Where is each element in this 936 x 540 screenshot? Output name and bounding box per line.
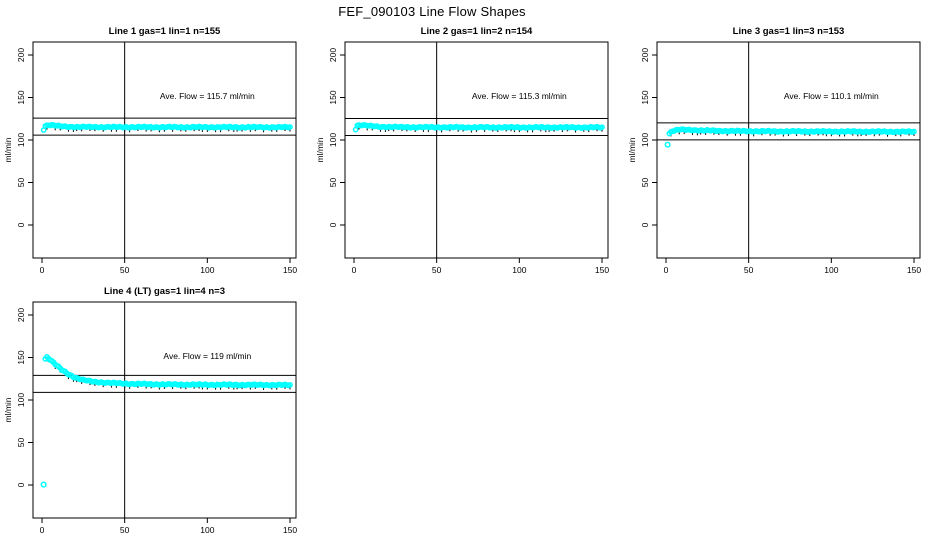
reference-lines: [33, 42, 296, 258]
x-tick-label: 150: [283, 265, 297, 275]
ave-flow-annotation: Ave. Flow = 115.3 ml/min: [472, 91, 567, 101]
panel-3: Line 3 gas=1 lin=3 n=153 0 50 100 150 200 ml/m…: [627, 26, 921, 275]
x-tick-label: 0: [40, 265, 45, 275]
scatter-series: [40, 122, 293, 133]
x-axis: 0 50 100 150: [40, 518, 297, 535]
plot-box: [32, 41, 297, 259]
y-tick-label: 0: [328, 222, 338, 227]
plot-box: [656, 41, 921, 259]
x-tick-label: 50: [432, 265, 442, 275]
plot-box: [344, 41, 609, 259]
y-axis: 0 50 100 150 200 ml/min: [3, 308, 33, 487]
panel-title: Line 4 (LT) gas=1 lin=4 n=3: [104, 286, 225, 297]
scatter-series: [40, 354, 293, 488]
panel-2: Line 2 gas=1 lin=2 n=154 0 50 100 150 200 ml/m…: [315, 26, 609, 275]
y-tick-label: 100: [328, 133, 338, 147]
panel-title: Line 1 gas=1 lin=1 n=155: [109, 26, 221, 37]
y-tick-label: 50: [16, 178, 26, 188]
y-axis: 0 50 100 150 200 ml/min: [3, 48, 33, 227]
y-tick-label: 100: [640, 133, 650, 147]
y-tick-label: 150: [640, 90, 650, 104]
panel-4: Line 4 (LT) gas=1 lin=4 n=3 0 50 100 150 200 m…: [3, 286, 297, 535]
scatter-series: [352, 122, 605, 133]
y-axis-label: ml/min: [3, 397, 13, 422]
x-tick-label: 150: [595, 265, 609, 275]
y-axis-label: ml/min: [315, 137, 325, 162]
panel-title: Line 3 gas=1 lin=3 n=153: [733, 26, 845, 37]
x-tick-label: 50: [120, 525, 130, 535]
x-tick-label: 100: [200, 265, 214, 275]
y-axis: 0 50 100 150 200 ml/min: [627, 48, 657, 227]
x-axis: 0 50 100 150: [664, 258, 921, 275]
y-tick-label: 200: [640, 48, 650, 62]
y-tick-label: 100: [16, 393, 26, 407]
y-axis-label: ml/min: [3, 137, 13, 162]
y-tick-label: 0: [640, 222, 650, 227]
ave-flow-annotation: Ave. Flow = 119 ml/min: [163, 351, 251, 361]
y-tick-label: 200: [328, 48, 338, 62]
x-axis: 0 50 100 150: [40, 258, 297, 275]
y-tick-label: 50: [640, 178, 650, 188]
x-tick-label: 0: [664, 265, 669, 275]
x-tick-label: 0: [352, 265, 357, 275]
figure-main-title: FEF_090103 Line Flow Shapes: [338, 4, 526, 19]
y-tick-label: 0: [16, 222, 26, 227]
outlier-point: [40, 481, 47, 488]
x-tick-label: 100: [824, 265, 838, 275]
y-tick-label: 50: [328, 178, 338, 188]
ave-flow-annotation: Ave. Flow = 110.1 ml/min: [784, 91, 879, 101]
x-tick-label: 100: [200, 525, 214, 535]
x-tick-label: 100: [512, 265, 526, 275]
x-tick-label: 50: [744, 265, 754, 275]
y-tick-label: 100: [16, 133, 26, 147]
outlier-point: [664, 141, 671, 148]
y-tick-label: 200: [16, 308, 26, 322]
y-axis-label: ml/min: [627, 137, 637, 162]
y-tick-label: 200: [16, 48, 26, 62]
reference-lines: [345, 42, 608, 258]
y-axis: 0 50 100 150 200 ml/min: [315, 48, 345, 227]
y-tick-label: 150: [16, 90, 26, 104]
plot-box: [32, 301, 297, 519]
y-tick-label: 150: [328, 90, 338, 104]
panel-1: Line 1 gas=1 lin=1 n=155 0 50 100 150 200 ml/m…: [3, 26, 297, 275]
y-tick-label: 0: [16, 482, 26, 487]
x-tick-label: 50: [120, 265, 130, 275]
y-tick-label: 50: [16, 438, 26, 448]
reference-lines: [33, 302, 296, 518]
scatter-series: [664, 126, 917, 148]
ave-flow-annotation: Ave. Flow = 115.7 ml/min: [160, 91, 255, 101]
panel-title: Line 2 gas=1 lin=2 n=154: [421, 26, 533, 37]
y-tick-label: 150: [16, 350, 26, 364]
reference-lines: [657, 42, 920, 258]
x-axis: 0 50 100 150: [352, 258, 609, 275]
x-tick-label: 150: [907, 265, 921, 275]
x-tick-label: 0: [40, 525, 45, 535]
x-tick-label: 150: [283, 525, 297, 535]
